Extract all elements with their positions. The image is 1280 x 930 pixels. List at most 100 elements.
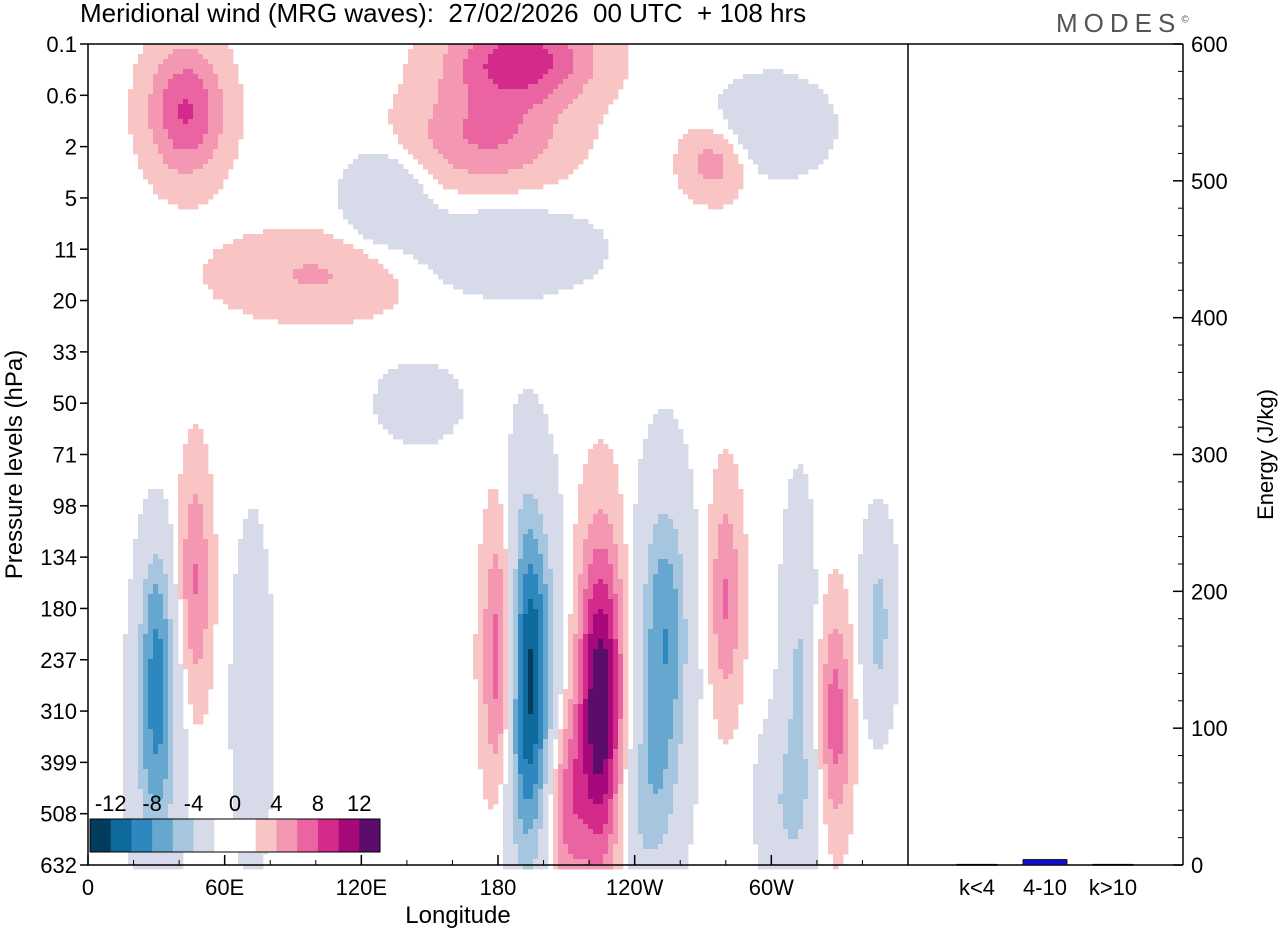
heatmap-cell	[508, 174, 514, 180]
heatmap-cell	[678, 139, 684, 145]
heatmap-cell	[488, 509, 494, 515]
heatmap-cell	[458, 104, 464, 110]
heatmap-cell	[473, 189, 479, 195]
heatmap-cell	[768, 139, 774, 145]
heatmap-cell	[378, 199, 384, 205]
heatmap-cell	[623, 69, 629, 75]
heatmap-cell	[873, 504, 879, 510]
heatmap-cell	[353, 219, 359, 225]
heatmap-cell	[718, 469, 724, 475]
heatmap-cell	[583, 264, 589, 270]
heatmap-cell	[283, 289, 289, 295]
heatmap-cell	[523, 279, 529, 285]
heatmap-cell	[513, 269, 519, 275]
heatmap-cell	[673, 529, 679, 535]
heatmap-cell	[493, 514, 499, 520]
heatmap-cell	[348, 244, 354, 250]
heatmap-cell	[148, 179, 154, 185]
heatmap-cell	[483, 54, 489, 60]
heatmap-cell	[723, 519, 729, 525]
heatmap-cell	[748, 129, 754, 135]
heatmap-cell	[603, 249, 609, 255]
heatmap-cell	[253, 269, 259, 275]
heatmap-cell	[428, 44, 434, 50]
heatmap-cell	[473, 239, 479, 245]
heatmap-cell	[503, 209, 509, 215]
heatmap-cell	[803, 164, 809, 170]
heatmap-cell	[383, 199, 389, 205]
heatmap-cell	[563, 114, 569, 120]
heatmap-cell	[708, 529, 714, 535]
heatmap-cell	[593, 519, 599, 525]
heatmap-cell	[798, 499, 804, 505]
heatmap-cell	[768, 74, 774, 80]
heatmap-cell	[453, 254, 459, 260]
heatmap-cell	[178, 509, 184, 515]
heatmap-cell	[383, 289, 389, 295]
heatmap-cell	[183, 119, 189, 125]
heatmap-cell	[738, 519, 744, 525]
heatmap-cell	[598, 54, 604, 60]
heatmap-cell	[438, 124, 444, 130]
heatmap-cell	[178, 134, 184, 140]
heatmap-cell	[733, 129, 739, 135]
heatmap-cell	[293, 249, 299, 255]
heatmap-cell	[228, 79, 234, 85]
heatmap-cell	[428, 89, 434, 95]
heatmap-cell	[738, 514, 744, 520]
heatmap-cell	[508, 284, 514, 290]
heatmap-cell	[513, 529, 519, 535]
heatmap-cell	[308, 249, 314, 255]
heatmap-cell	[518, 239, 524, 245]
heatmap-cell	[508, 224, 514, 230]
heatmap-cell	[188, 469, 194, 475]
heatmap-cell	[553, 479, 559, 485]
heatmap-cell	[803, 119, 809, 125]
heatmap-cell	[733, 124, 739, 130]
heatmap-cell	[683, 144, 689, 150]
heatmap-cell	[263, 309, 269, 315]
heatmap-cell	[573, 49, 579, 55]
heatmap-cell	[468, 224, 474, 230]
heatmap-cell	[318, 319, 324, 325]
heatmap-cell	[518, 484, 524, 490]
heatmap-cell	[518, 399, 524, 405]
heatmap-cell	[378, 379, 384, 385]
heatmap-cell	[458, 109, 464, 115]
heatmap-cell	[668, 484, 674, 490]
heatmap-cell	[583, 74, 589, 80]
heatmap-cell	[533, 474, 539, 480]
heatmap-cell	[128, 104, 134, 110]
heatmap-cell	[428, 399, 434, 405]
heatmap-cell	[588, 264, 594, 270]
heatmap-cell	[413, 414, 419, 420]
heatmap-cell	[323, 239, 329, 245]
heatmap-cell	[693, 509, 699, 515]
heatmap-cell	[393, 409, 399, 415]
heatmap-cell	[473, 99, 479, 105]
heatmap-cell	[448, 119, 454, 125]
heatmap-cell	[578, 239, 584, 245]
heatmap-cell	[143, 169, 149, 175]
heatmap-cell	[473, 79, 479, 85]
heatmap-cell	[598, 519, 604, 525]
heatmap-cell	[398, 409, 404, 415]
heatmap-cell	[418, 379, 424, 385]
heatmap-cell	[388, 179, 394, 185]
heatmap-cell	[358, 204, 364, 210]
heatmap-cell	[603, 489, 609, 495]
heatmap-cell	[793, 474, 799, 480]
heatmap-cell	[353, 199, 359, 205]
heatmap-cell	[528, 414, 534, 420]
heatmap-cell	[648, 509, 654, 515]
heatmap-cell	[193, 84, 199, 90]
heatmap-cell	[493, 244, 499, 250]
heatmap-cell	[223, 249, 229, 255]
heatmap-cell	[153, 124, 159, 130]
heatmap-cell	[403, 184, 409, 190]
heatmap-cell	[358, 314, 364, 320]
heatmap-cell	[313, 319, 319, 325]
heatmap-cell	[243, 234, 249, 240]
heatmap-cell	[473, 169, 479, 175]
heatmap-cell	[463, 104, 469, 110]
